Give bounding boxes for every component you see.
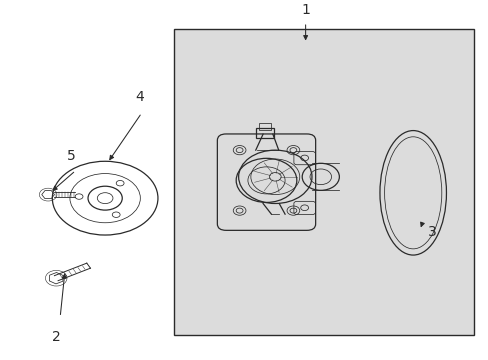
Text: 2: 2	[52, 330, 61, 344]
Text: 1: 1	[301, 3, 309, 17]
Text: 5: 5	[66, 149, 75, 163]
Bar	[255, 128, 274, 138]
Bar	[173, 29, 473, 335]
Text: 4: 4	[135, 90, 143, 104]
Bar	[259, 123, 270, 130]
Text: 3: 3	[427, 225, 436, 239]
